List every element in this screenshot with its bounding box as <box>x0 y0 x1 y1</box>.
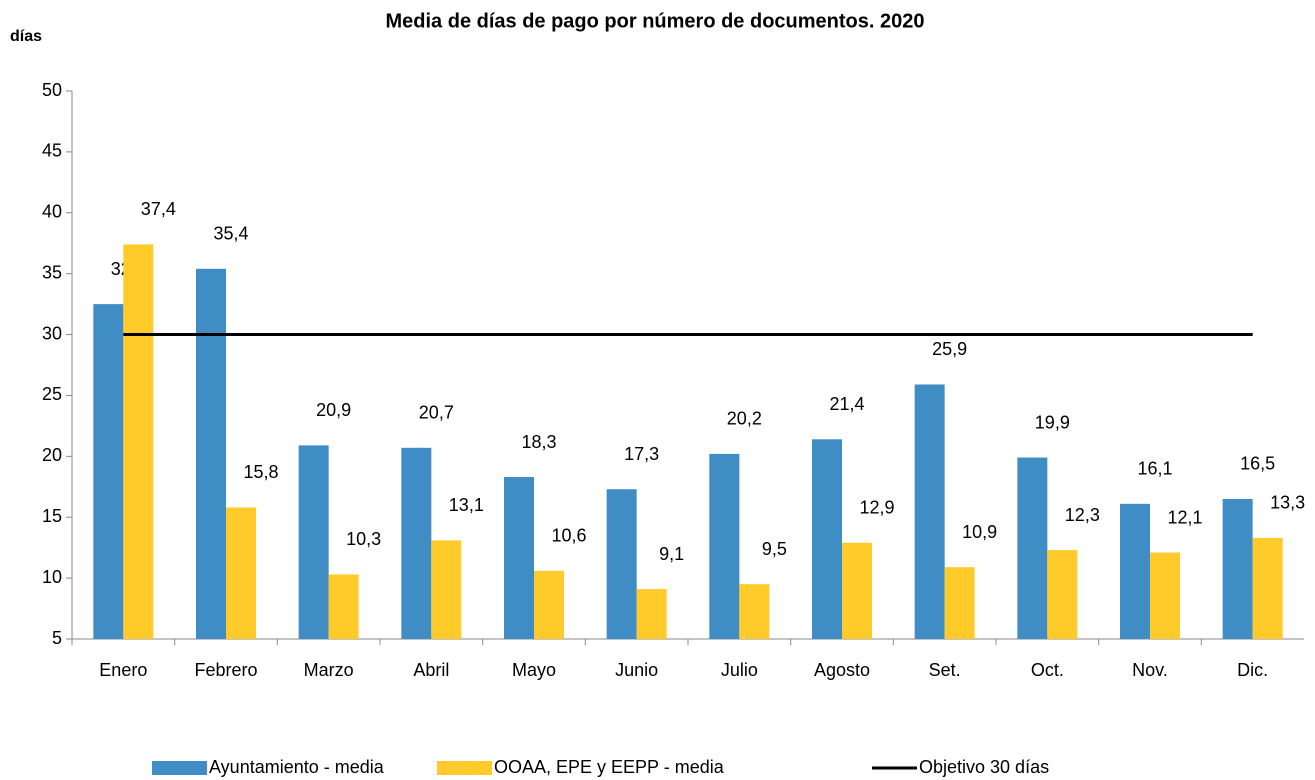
legend-swatch <box>152 761 207 775</box>
y-tick-label: 50 <box>42 80 62 100</box>
data-label: 16,5 <box>1240 454 1275 474</box>
bar <box>298 445 329 639</box>
x-tick-label: Marzo <box>304 660 354 680</box>
y-tick-label: 40 <box>42 202 62 222</box>
data-label: 35,4 <box>213 224 248 244</box>
bar <box>842 542 872 639</box>
data-label: 9,5 <box>762 539 787 559</box>
bar <box>606 489 637 639</box>
bar <box>401 447 432 639</box>
legend-label: OOAA, EPE y EEPP - media <box>494 757 725 777</box>
bar <box>739 584 770 639</box>
bar <box>1252 537 1283 639</box>
data-label: 13,3 <box>1270 493 1305 513</box>
y-tick-label: 20 <box>42 445 62 465</box>
x-tick-label: Dic. <box>1237 660 1268 680</box>
y-axis-label: días <box>10 28 42 45</box>
bar <box>944 567 975 639</box>
data-label: 20,2 <box>727 409 762 429</box>
bar <box>1222 498 1253 639</box>
bar <box>196 268 226 639</box>
data-label: 10,6 <box>551 526 586 546</box>
bar <box>93 304 124 639</box>
bar <box>328 574 359 639</box>
y-tick-label: 45 <box>42 141 62 161</box>
bar <box>431 540 462 639</box>
data-label: 19,9 <box>1035 412 1070 432</box>
bar <box>226 507 256 639</box>
bar <box>709 453 740 639</box>
data-label: 37,4 <box>141 199 176 219</box>
bar <box>534 570 564 639</box>
y-tick-label: 25 <box>42 384 62 404</box>
bar <box>1017 457 1048 639</box>
x-tick-label: Mayo <box>512 660 556 680</box>
bar <box>914 384 945 639</box>
bar <box>636 589 667 639</box>
x-tick-label: Agosto <box>814 660 870 680</box>
bar <box>1047 550 1078 639</box>
data-label: 20,9 <box>316 400 351 420</box>
y-tick-label: 15 <box>42 506 62 526</box>
y-tick-label: 10 <box>42 567 62 587</box>
data-label: 12,3 <box>1065 505 1100 525</box>
bar <box>1120 503 1150 639</box>
legend-swatch <box>437 761 492 775</box>
bar <box>504 477 534 639</box>
data-label: 20,7 <box>419 403 454 423</box>
data-label: 25,9 <box>932 339 967 359</box>
x-tick-label: Junio <box>615 660 658 680</box>
data-label: 17,3 <box>624 444 659 464</box>
data-label: 15,8 <box>243 462 278 482</box>
y-tick-label: 30 <box>42 323 62 343</box>
bar <box>812 439 842 639</box>
data-label: 12,9 <box>859 498 894 518</box>
chart-title: Media de días de pago por número de docu… <box>385 10 924 32</box>
data-label: 9,1 <box>659 544 684 564</box>
data-label: 18,3 <box>521 432 556 452</box>
legend-label: Ayuntamiento - media <box>209 757 385 777</box>
data-label: 10,9 <box>962 522 997 542</box>
bar <box>1150 552 1180 639</box>
x-tick-label: Febrero <box>194 660 257 680</box>
y-tick-label: 35 <box>42 262 62 282</box>
data-label: 13,1 <box>449 495 484 515</box>
y-tick-label: 5 <box>52 628 62 648</box>
x-tick-label: Oct. <box>1031 660 1064 680</box>
data-label: 10,3 <box>346 529 381 549</box>
x-tick-label: Nov. <box>1132 660 1168 680</box>
legend-label: Objetivo 30 días <box>919 757 1049 777</box>
data-label: 12,1 <box>1167 507 1202 527</box>
x-tick-label: Abril <box>413 660 449 680</box>
data-label: 21,4 <box>829 394 864 414</box>
bar <box>123 244 154 639</box>
x-tick-label: Julio <box>721 660 758 680</box>
data-label: 16,1 <box>1137 459 1172 479</box>
x-tick-label: Set. <box>929 660 961 680</box>
x-tick-label: Enero <box>99 660 147 680</box>
